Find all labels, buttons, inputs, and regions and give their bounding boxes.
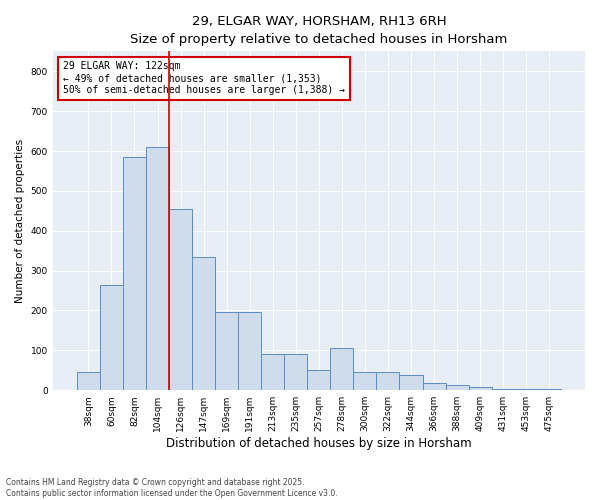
Bar bbox=[146, 147, 169, 390]
Title: 29, ELGAR WAY, HORSHAM, RH13 6RH
Size of property relative to detached houses in: 29, ELGAR WAY, HORSHAM, RH13 6RH Size of… bbox=[130, 15, 508, 46]
Text: Contains HM Land Registry data © Crown copyright and database right 2025.
Contai: Contains HM Land Registry data © Crown c… bbox=[6, 478, 338, 498]
Bar bbox=[400, 375, 422, 390]
Bar bbox=[238, 312, 261, 390]
Bar bbox=[215, 312, 238, 390]
Bar bbox=[123, 157, 146, 390]
Bar bbox=[469, 387, 491, 390]
Bar bbox=[446, 385, 469, 390]
Text: 29 ELGAR WAY: 122sqm
← 49% of detached houses are smaller (1,353)
50% of semi-de: 29 ELGAR WAY: 122sqm ← 49% of detached h… bbox=[64, 62, 346, 94]
Bar bbox=[353, 372, 376, 390]
Bar bbox=[169, 209, 192, 390]
Bar bbox=[284, 354, 307, 390]
Bar bbox=[192, 256, 215, 390]
Bar bbox=[77, 372, 100, 390]
Bar bbox=[100, 284, 123, 390]
Bar bbox=[261, 354, 284, 390]
X-axis label: Distribution of detached houses by size in Horsham: Distribution of detached houses by size … bbox=[166, 437, 472, 450]
Bar bbox=[307, 370, 331, 390]
Y-axis label: Number of detached properties: Number of detached properties bbox=[15, 138, 25, 303]
Bar bbox=[331, 348, 353, 390]
Bar bbox=[376, 372, 400, 390]
Bar bbox=[422, 383, 446, 390]
Bar bbox=[538, 388, 561, 390]
